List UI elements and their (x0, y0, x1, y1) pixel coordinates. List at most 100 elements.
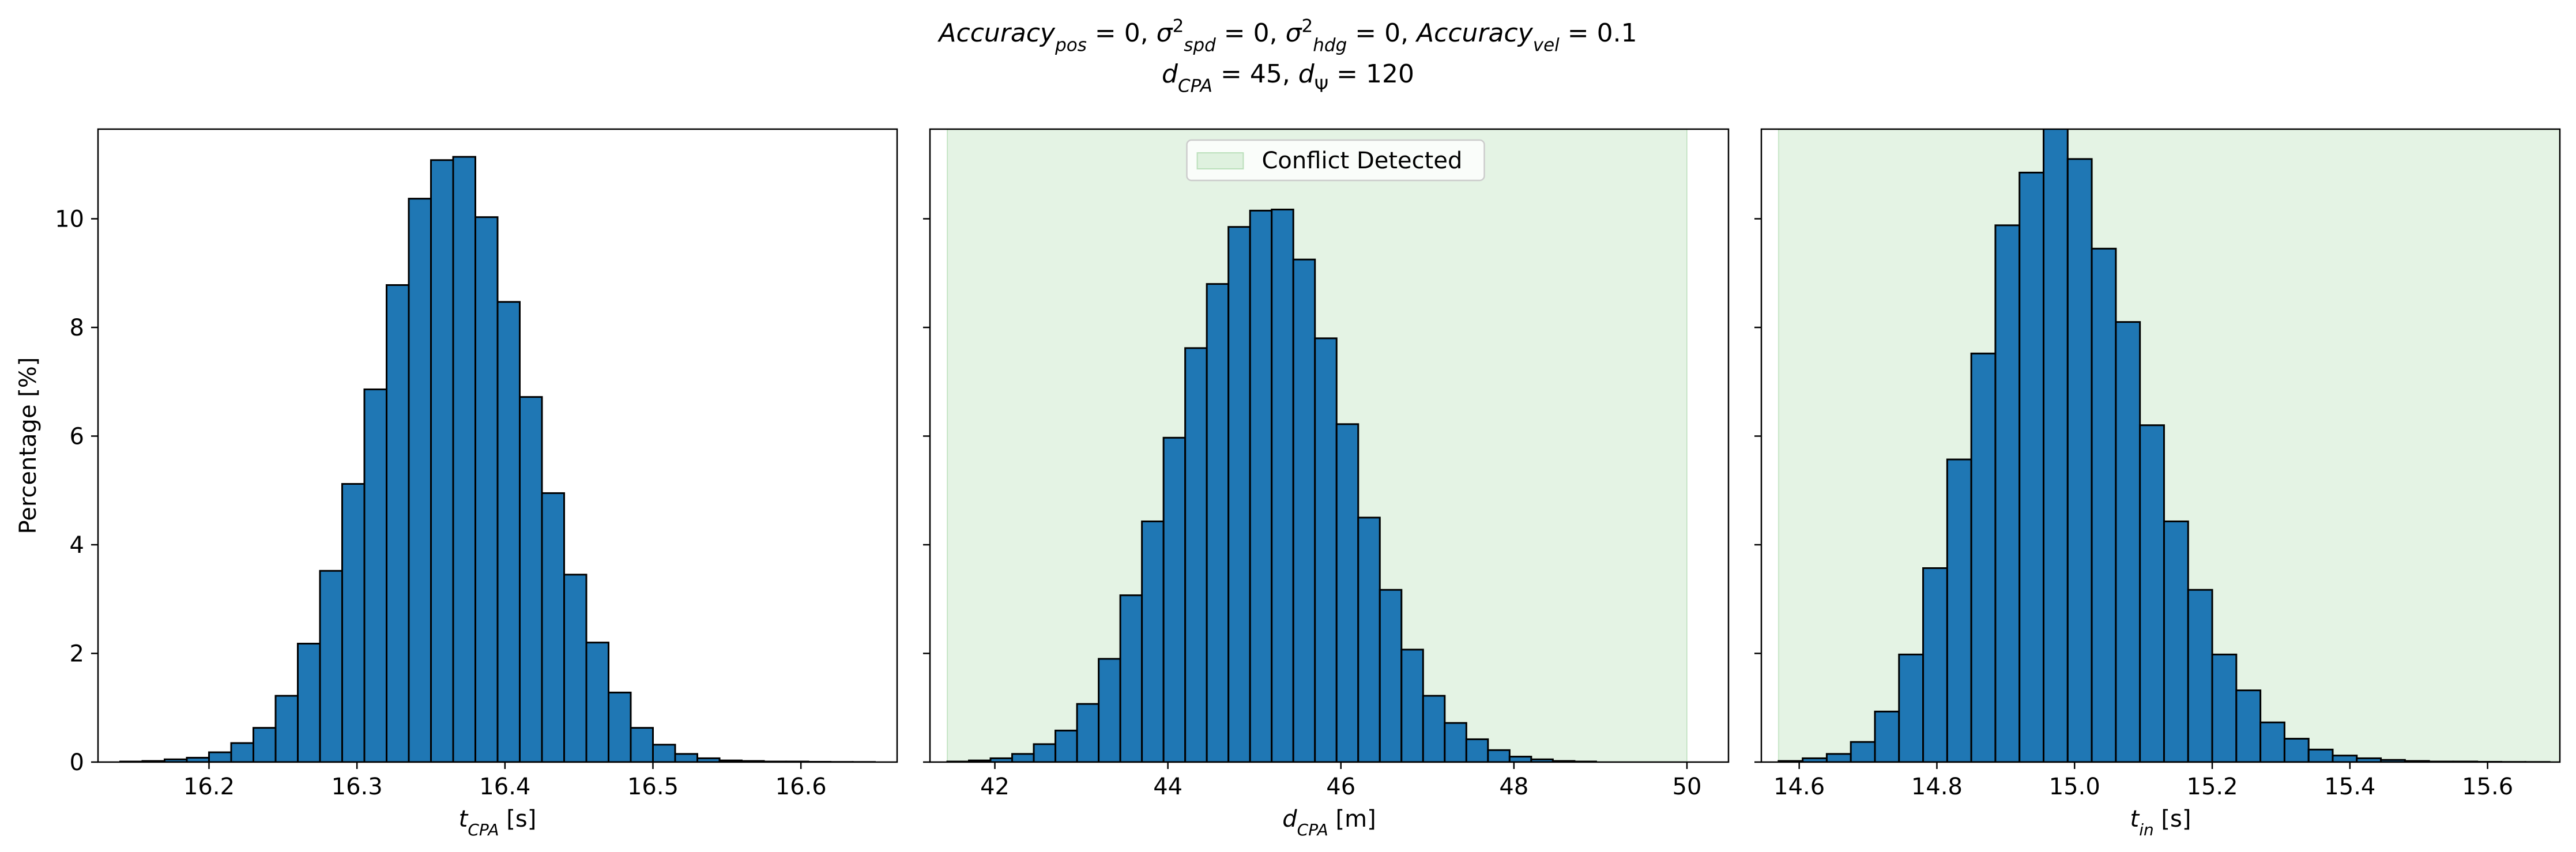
histogram-bar (1249, 209, 1273, 762)
histogram-bar (519, 396, 543, 762)
histogram-bar (1227, 226, 1251, 762)
histogram-bar (1357, 517, 1381, 762)
histogram-bar (1400, 649, 1424, 762)
histogram-bar (1119, 594, 1143, 762)
histogram-bar (430, 159, 454, 762)
x-tick-label: 15.6 (2462, 774, 2513, 800)
histogram-bar (2091, 247, 2117, 762)
axes-frame (1760, 128, 2561, 763)
histogram-bar (1825, 753, 1852, 762)
histogram-bar (1076, 703, 1100, 762)
y-tick-label: 0 (70, 749, 84, 776)
histogram-bar (1141, 520, 1165, 762)
histogram-bar (1444, 722, 1467, 762)
histogram-bar (1898, 653, 1925, 762)
histogram-bar (1184, 347, 1208, 762)
histogram-bar (652, 744, 676, 762)
x-tick-label: 48 (1499, 774, 1528, 800)
histogram-bar (408, 198, 432, 762)
histogram-bar (208, 751, 232, 762)
x-axis-label: tin [s] (2130, 806, 2191, 839)
histogram-bar (363, 388, 387, 762)
histogram-bar (674, 753, 698, 762)
histogram-bar (2163, 520, 2189, 762)
histogram-bar (1850, 741, 1876, 762)
histogram-bar (541, 492, 565, 762)
y-tick-label: 8 (70, 315, 84, 341)
histogram-bar (1206, 283, 1230, 762)
histogram-bar (608, 691, 632, 762)
x-tick-label: 14.8 (1911, 774, 1963, 800)
histogram-bar (2139, 424, 2165, 762)
histogram-bar (386, 284, 410, 762)
histogram-bar (2235, 689, 2262, 762)
histogram-bar (1379, 589, 1403, 762)
x-tick-label: 14.6 (1773, 774, 1825, 800)
axes-frame (97, 128, 898, 763)
histogram-bar (253, 727, 277, 762)
x-tick-label: 16.2 (183, 774, 235, 800)
histogram-bar (2018, 171, 2045, 762)
histogram-bar (496, 301, 521, 762)
x-tick-label: 15.4 (2324, 774, 2375, 800)
histogram-bar (630, 727, 654, 762)
y-tick-label: 10 (55, 206, 84, 233)
histogram-bar (1098, 658, 1121, 762)
legend-label: Conflict Detected (1262, 148, 1463, 174)
legend-swatch (1196, 152, 1244, 169)
axes-frame (929, 128, 1730, 763)
x-tick-label: 50 (1673, 774, 1702, 800)
histogram-bar (1422, 695, 1446, 762)
histogram-bar (1054, 729, 1078, 762)
x-axis-label: tCPA [s] (459, 806, 537, 839)
title-line-2: dCPA = 45, dΨ = 120 (1162, 59, 1414, 97)
histogram-bars (1777, 129, 2551, 762)
histogram-panel-tin: 14.6 14.8 15.0 15.2 15.4 15.6 tin [s] (1754, 128, 2561, 839)
x-tick-label: 46 (1326, 774, 1355, 800)
histogram-bar (1271, 208, 1294, 762)
histogram-bars (119, 156, 876, 762)
histogram-bar (2332, 755, 2358, 762)
histogram-bar (2043, 129, 2069, 762)
histogram-bar (1033, 743, 1057, 762)
x-tick-label: 44 (1153, 774, 1182, 800)
x-tick-label: 16.3 (332, 774, 383, 800)
x-tick-label: 15.0 (2049, 774, 2100, 800)
histogram-bar (297, 643, 321, 762)
histogram-bar (319, 570, 343, 762)
y-axis-label: Percentage [%] (15, 357, 42, 534)
histogram-bar (230, 742, 254, 762)
x-tick-label: 16.4 (479, 774, 530, 800)
histogram-bar (1011, 753, 1035, 762)
x-tick-label: 42 (980, 774, 1010, 800)
x-tick-label: 16.6 (775, 774, 827, 800)
histogram-bar (1465, 738, 1489, 762)
y-tick-label: 4 (70, 532, 84, 559)
histogram-bar (2307, 748, 2334, 762)
histogram-bar (452, 156, 476, 762)
histogram-bar (585, 642, 609, 762)
x-axis-label: dCPA [m] (1282, 806, 1376, 839)
histogram-bar (1874, 710, 1900, 762)
legend-box (1186, 139, 1485, 182)
histogram-bar (341, 482, 366, 762)
histogram-bar (2066, 158, 2093, 762)
histogram-bar (2283, 737, 2310, 762)
histogram-panel-dcpa: 42 44 46 48 50 dCPA [m] Conflict Detected (923, 128, 1730, 839)
y-tick-label: 2 (70, 641, 84, 668)
histogram-bar (474, 216, 499, 762)
histogram-bar (1922, 567, 1948, 762)
histogram-bar (1487, 749, 1511, 762)
histogram-bar (2115, 321, 2141, 762)
histogram-bar (274, 695, 299, 762)
histogram-bar (1970, 352, 1997, 762)
histogram-bar (1994, 224, 2021, 762)
legend: Conflict Detected (1186, 139, 1485, 182)
histogram-bar (1508, 756, 1532, 762)
histogram-bar (563, 574, 587, 762)
histogram-bar (1335, 423, 1359, 762)
figure-title: Accuracypos = 0, σ2spd = 0, σ2hdg = 0, A… (937, 16, 1637, 96)
y-tick-label: 6 (70, 424, 84, 450)
histogram-panel-tcpa: 16.2 16.3 16.4 16.5 16.6 0 2 4 6 8 10 Percentage [%… (15, 128, 898, 839)
